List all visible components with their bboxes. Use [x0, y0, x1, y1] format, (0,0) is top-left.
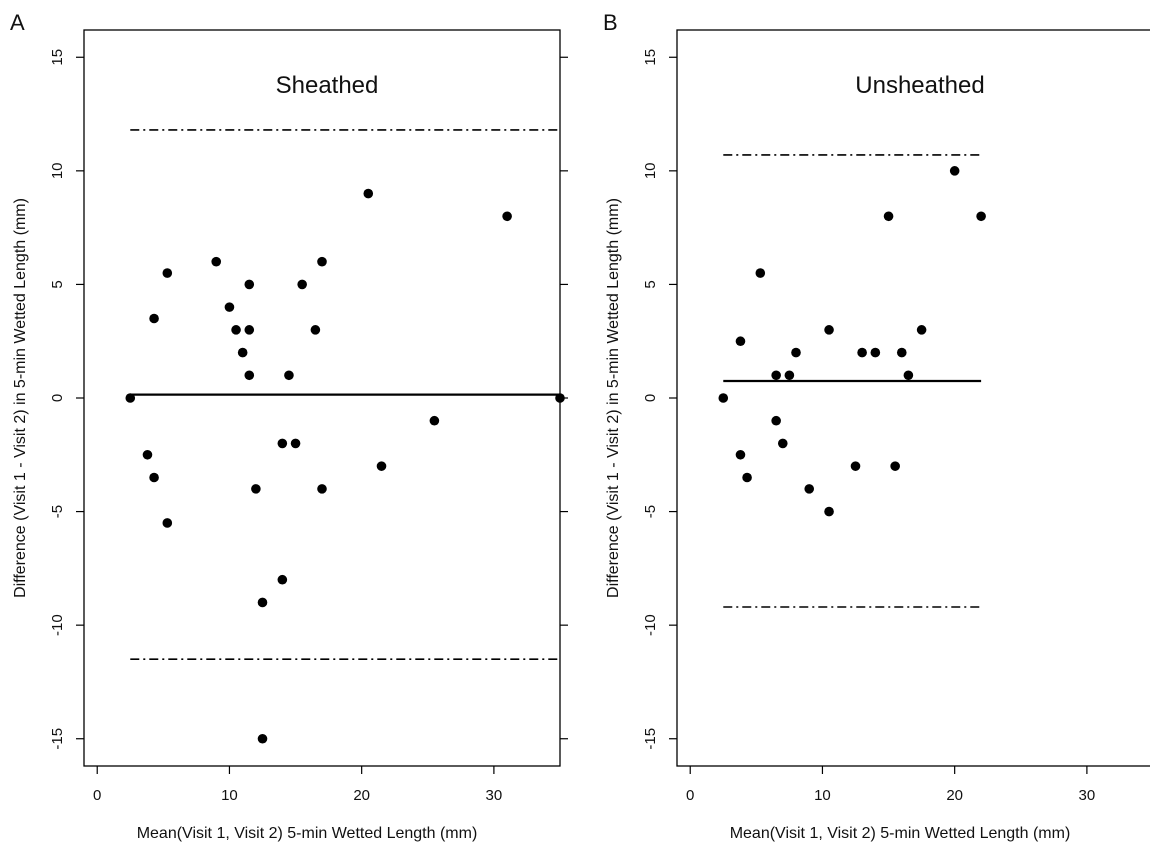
- panel-b-y-axis-label: Difference (Visit 1 - Visit 2) in 5-min …: [605, 198, 622, 598]
- panel-b-data-point: [824, 506, 834, 517]
- panel-a-data-point: [502, 211, 512, 222]
- panel-b-data-point: [735, 449, 746, 460]
- panel-b-data-point: [718, 393, 729, 403]
- panel-a-data-point: [277, 438, 288, 449]
- panel-a-data-point: [284, 370, 294, 381]
- panel-b-letter: B: [603, 10, 618, 35]
- panel-a-x-tick-label: 0: [93, 787, 101, 804]
- panel-a-data-point: [231, 325, 241, 335]
- panel-a-y-tick-label: -5: [49, 505, 66, 518]
- panel-b-data-point: [890, 461, 900, 471]
- panel-b-y-tick-label: 10: [642, 162, 659, 179]
- panel-b-data-point: [883, 211, 894, 222]
- panel-b-data-point: [742, 472, 752, 483]
- panel-b-x-tick-label: 30: [1079, 787, 1096, 804]
- panel-b-data-point: [824, 325, 834, 335]
- panel-a-data-point: [149, 472, 159, 483]
- panel-a-data-point: [211, 256, 222, 267]
- panel-b-data-point: [755, 268, 766, 278]
- panel-b-data-point: [903, 370, 914, 381]
- panel-b-x-tick-label: 10: [814, 787, 831, 804]
- panel-b-data-point: [850, 461, 861, 471]
- panel-a-x-axis-label: Mean(Visit 1, Visit 2) 5-min Wetted Leng…: [137, 825, 478, 842]
- panel-b-data-point: [784, 370, 795, 381]
- panel-a-data-point: [310, 325, 321, 335]
- panel-b-y-tick-label: -15: [642, 728, 659, 750]
- panel-b-y-tick-label: 0: [642, 394, 659, 402]
- panel-a: A Sheathed 0 10 20 30 -15 -10 -5 0 5 10 15 Mean(Vi…: [10, 10, 568, 842]
- panel-a-data-point: [125, 393, 136, 403]
- panel-a-data-point: [257, 733, 268, 744]
- panel-a-data-point: [257, 597, 268, 608]
- panel-a-data-point: [376, 461, 387, 471]
- panel-b-y-tick-label: 5: [642, 280, 659, 288]
- panel-b-data-point: [771, 370, 781, 381]
- panel-a-letter: A: [10, 10, 25, 35]
- panel-b-data-point: [771, 415, 781, 426]
- panel-a-marks: 0 10 20 30 -15 -10 -5 0 5 10 15: [49, 49, 568, 804]
- panel-a-x-tick-label: 20: [353, 787, 370, 804]
- panel-a-data-point: [149, 313, 159, 324]
- panel-b-data-point: [791, 347, 801, 358]
- panel-b-data-point: [976, 211, 986, 222]
- panel-a-data-point: [363, 188, 374, 199]
- panel-a-y-tick-label: -10: [49, 614, 66, 636]
- panel-a-data-point: [277, 574, 288, 585]
- panel-b-x-tick-label: 20: [946, 787, 963, 804]
- panel-a-y-tick-label: -15: [49, 728, 66, 750]
- panel-a-data-point: [244, 325, 255, 335]
- panel-b-data-point: [804, 484, 815, 494]
- panel-b-data-point: [735, 336, 746, 347]
- panel-a-data-point: [555, 393, 565, 403]
- panel-a-x-tick-label: 30: [486, 787, 503, 804]
- panel-a-y-tick-label: 0: [49, 394, 66, 402]
- panel-a-data-point: [317, 484, 327, 494]
- panel-b-y-tick-label: -5: [642, 505, 659, 518]
- panel-a-y-tick-label: 15: [49, 49, 66, 66]
- panel-b-data-point: [896, 347, 907, 358]
- panel-b-plot-box: [676, 29, 1150, 767]
- panel-a-data-point: [162, 518, 173, 528]
- panel-a-y-axis-label: Difference (Visit 1 - Visit 2) in 5-min …: [12, 198, 29, 598]
- panel-b-title: Unsheathed: [855, 72, 984, 99]
- panel-b-data-point: [916, 325, 927, 335]
- panel-b-data-point: [870, 347, 881, 358]
- panel-a-data-point: [290, 438, 301, 449]
- panel-a-y-tick-label: 5: [49, 280, 66, 288]
- panel-a-plot-box: [83, 29, 561, 767]
- panel-a-x-tick-label: 10: [221, 787, 238, 804]
- panel-a-data-point: [224, 302, 235, 312]
- panel-a-data-point: [244, 370, 255, 381]
- panel-b-marks: 0 10 20 30 -15 -10 -5 0 5 10 15: [642, 49, 1096, 804]
- panel-b: B Unsheathed 0 10 20 30 -15 -10 -5 0 5 10 15 Mean(…: [603, 10, 1150, 842]
- panel-a-data-point: [237, 347, 248, 358]
- panel-b-x-tick-label: 0: [686, 787, 694, 804]
- panel-a-data-point: [142, 449, 153, 460]
- panel-a-data-point: [162, 268, 173, 278]
- panel-a-data-point: [429, 415, 440, 426]
- panel-b-x-axis-label: Mean(Visit 1, Visit 2) 5-min Wetted Leng…: [730, 825, 1071, 842]
- panel-b-data-point: [777, 438, 788, 449]
- panel-a-y-tick-label: 10: [49, 162, 66, 179]
- panel-b-data-point: [949, 166, 960, 176]
- panel-a-data-point: [244, 279, 255, 290]
- panel-a-data-point: [251, 484, 261, 494]
- panel-b-y-tick-label: -10: [642, 614, 659, 636]
- panel-b-y-tick-label: 15: [642, 49, 659, 66]
- panel-a-data-point: [317, 256, 327, 267]
- panel-b-data-point: [857, 347, 867, 358]
- panel-a-title: Sheathed: [276, 72, 379, 99]
- panel-a-data-point: [297, 279, 307, 290]
